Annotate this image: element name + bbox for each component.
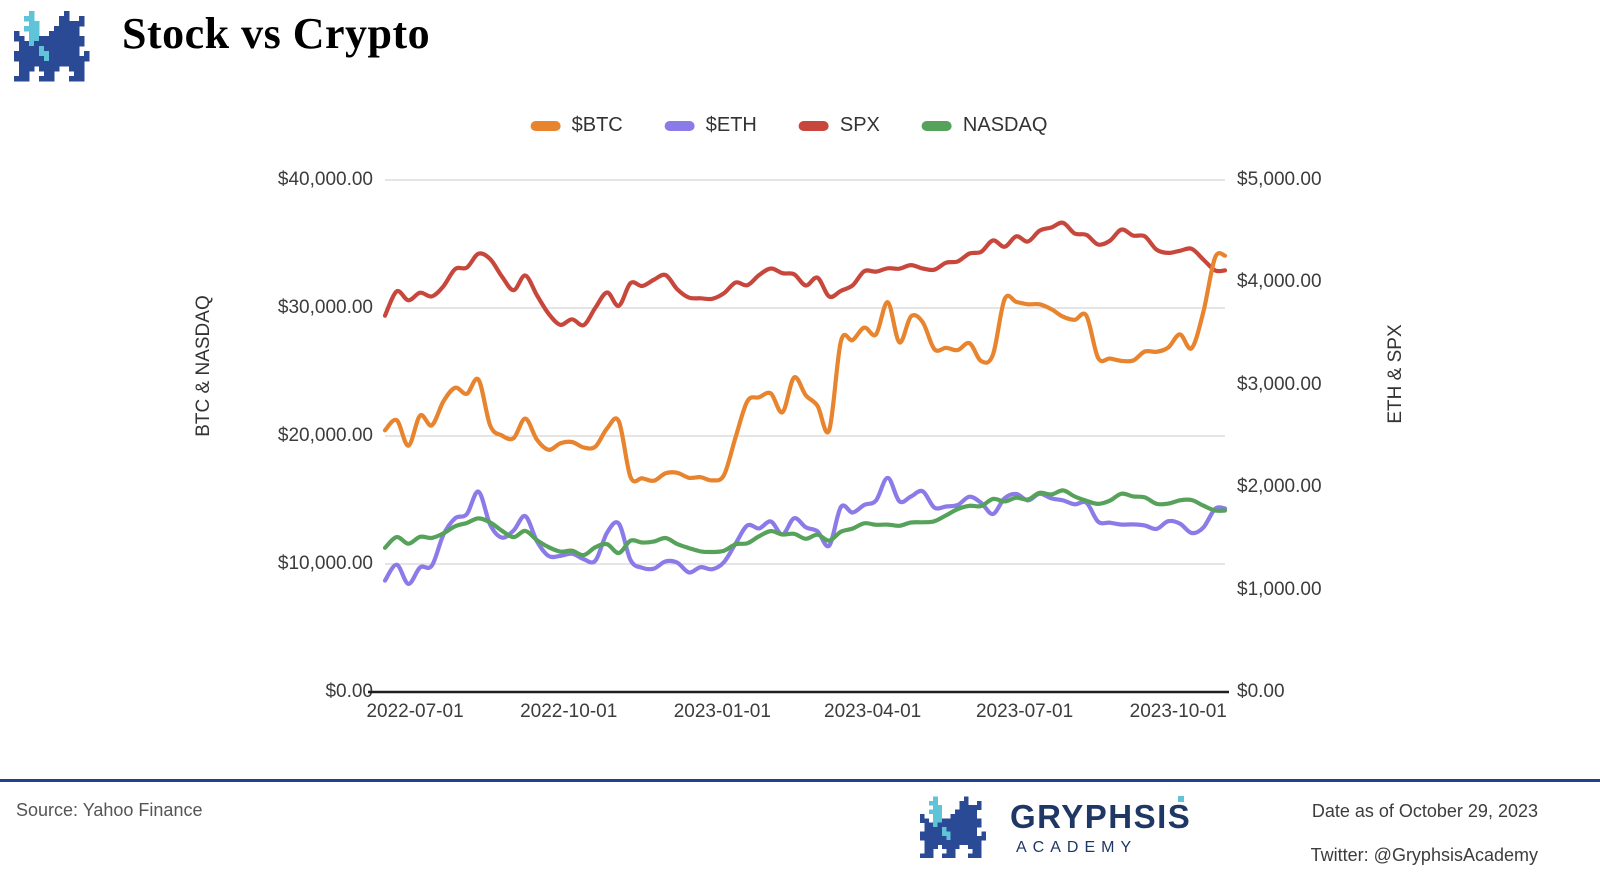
right-axis-tick-label: $1,000.00 bbox=[1237, 578, 1322, 600]
legend-label: NASDAQ bbox=[962, 114, 1048, 136]
gryphsis-dragon-icon bbox=[14, 11, 90, 82]
plot-area bbox=[368, 179, 1229, 694]
right-axis-tick-label: $5,000.00 bbox=[1237, 169, 1322, 190]
legend-item-nasdaq: NASDAQ bbox=[921, 114, 1048, 137]
right-axis-tick-label: $2,000.00 bbox=[1237, 476, 1322, 498]
x-axis-tick-label: 2023-01-01 bbox=[673, 701, 771, 722]
source-note: Source: Yahoo Finance bbox=[16, 800, 203, 820]
brand-subtitle: ACADEMY bbox=[1016, 839, 1138, 856]
x-axis-tick-label: 2023-07-01 bbox=[975, 701, 1074, 722]
right-axis-tick-label: $3,000.00 bbox=[1237, 373, 1322, 395]
x-axis-tick-label: 2022-10-01 bbox=[520, 701, 618, 722]
right-axis-tick-label: $4,000.00 bbox=[1237, 271, 1322, 293]
right-axis-title: ETH & SPX bbox=[1385, 324, 1406, 424]
legend-label: $ETH bbox=[705, 114, 757, 136]
left-axis-tick-label: $30,000.00 bbox=[277, 297, 373, 318]
legend-item-eth: $ETH bbox=[664, 114, 757, 137]
legend-swatch-icon bbox=[530, 120, 561, 131]
legend-swatch-icon bbox=[921, 120, 952, 131]
gryphsis-dragon-icon bbox=[920, 796, 986, 858]
brand-i-accent-icon bbox=[1178, 796, 1184, 802]
series-line-spx bbox=[382, 220, 1228, 328]
left-axis-title: BTC & NASDAQ bbox=[193, 295, 214, 437]
x-axis-tick-label: 2023-04-01 bbox=[824, 701, 922, 722]
series-line-eth bbox=[382, 475, 1228, 586]
chart-legend: $BTC $ETH SPX NASDAQ bbox=[530, 114, 1048, 137]
left-axis-tick-label: $0.00 bbox=[325, 681, 373, 702]
legend-item-spx: SPX bbox=[798, 114, 880, 137]
footer-divider bbox=[0, 779, 1600, 782]
left-axis-tick-label: $40,000.00 bbox=[277, 169, 373, 190]
right-axis-tick-label: $0.00 bbox=[1237, 681, 1285, 702]
legend-label: SPX bbox=[839, 114, 880, 136]
legend-swatch-icon bbox=[798, 120, 829, 131]
twitter-handle: Twitter: @GryphsisAcademy bbox=[1310, 845, 1538, 865]
left-axis-tick-label: $10,000.00 bbox=[277, 553, 373, 574]
x-axis-tick-label: 2022-07-01 bbox=[366, 701, 464, 722]
date-note: Date as of October 29, 2023 bbox=[1311, 801, 1538, 821]
legend-label: $BTC bbox=[571, 114, 623, 136]
left-axis-tick-label: $20,000.00 bbox=[277, 425, 373, 446]
x-axis-tick-label: 2023-10-01 bbox=[1129, 701, 1227, 722]
series-line-nasdaq bbox=[382, 488, 1228, 558]
legend-swatch-icon bbox=[664, 120, 695, 131]
legend-item-btc: $BTC bbox=[530, 114, 623, 137]
brand-wordmark: GRYPHSIS bbox=[1010, 798, 1192, 835]
series-line-btc bbox=[382, 251, 1228, 484]
page-title: Stock vs Crypto bbox=[122, 9, 431, 58]
